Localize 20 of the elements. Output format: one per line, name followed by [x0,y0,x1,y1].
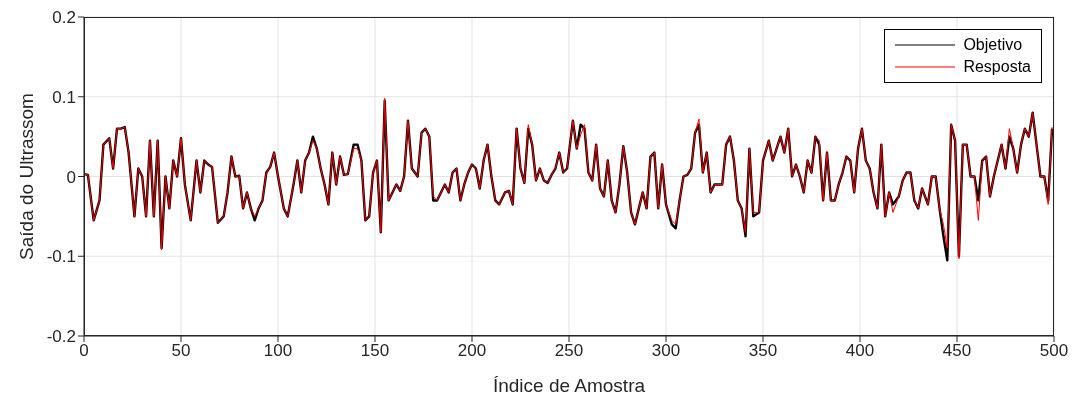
x-axis-title: Índice de Amostra [492,375,646,396]
legend-label: Resposta [963,57,1031,77]
x-tick-label: 50 [171,341,191,361]
x-tick-label: 100 [263,341,293,361]
y-tick-label: -0.2 [46,327,76,347]
x-tick-label: 350 [748,341,778,361]
y-tick-label: 0.1 [52,87,76,107]
y-tick-label: -0.1 [46,247,76,267]
legend-label: Objetivo [963,35,1023,55]
x-tick-label: 0 [79,341,89,361]
y-axis-title: Saída do Ultrassom [16,93,38,260]
x-tick-label: 150 [360,341,390,361]
x-tick-label: 500 [1039,341,1069,361]
x-tick-label: 450 [942,341,972,361]
y-tick-label: 0 [66,167,76,187]
x-tick-label: 400 [845,341,875,361]
x-tick-label: 200 [457,341,487,361]
x-tick-label: 300 [651,341,681,361]
x-tick-label: 250 [554,341,584,361]
y-tick-label: 0.2 [52,8,76,28]
